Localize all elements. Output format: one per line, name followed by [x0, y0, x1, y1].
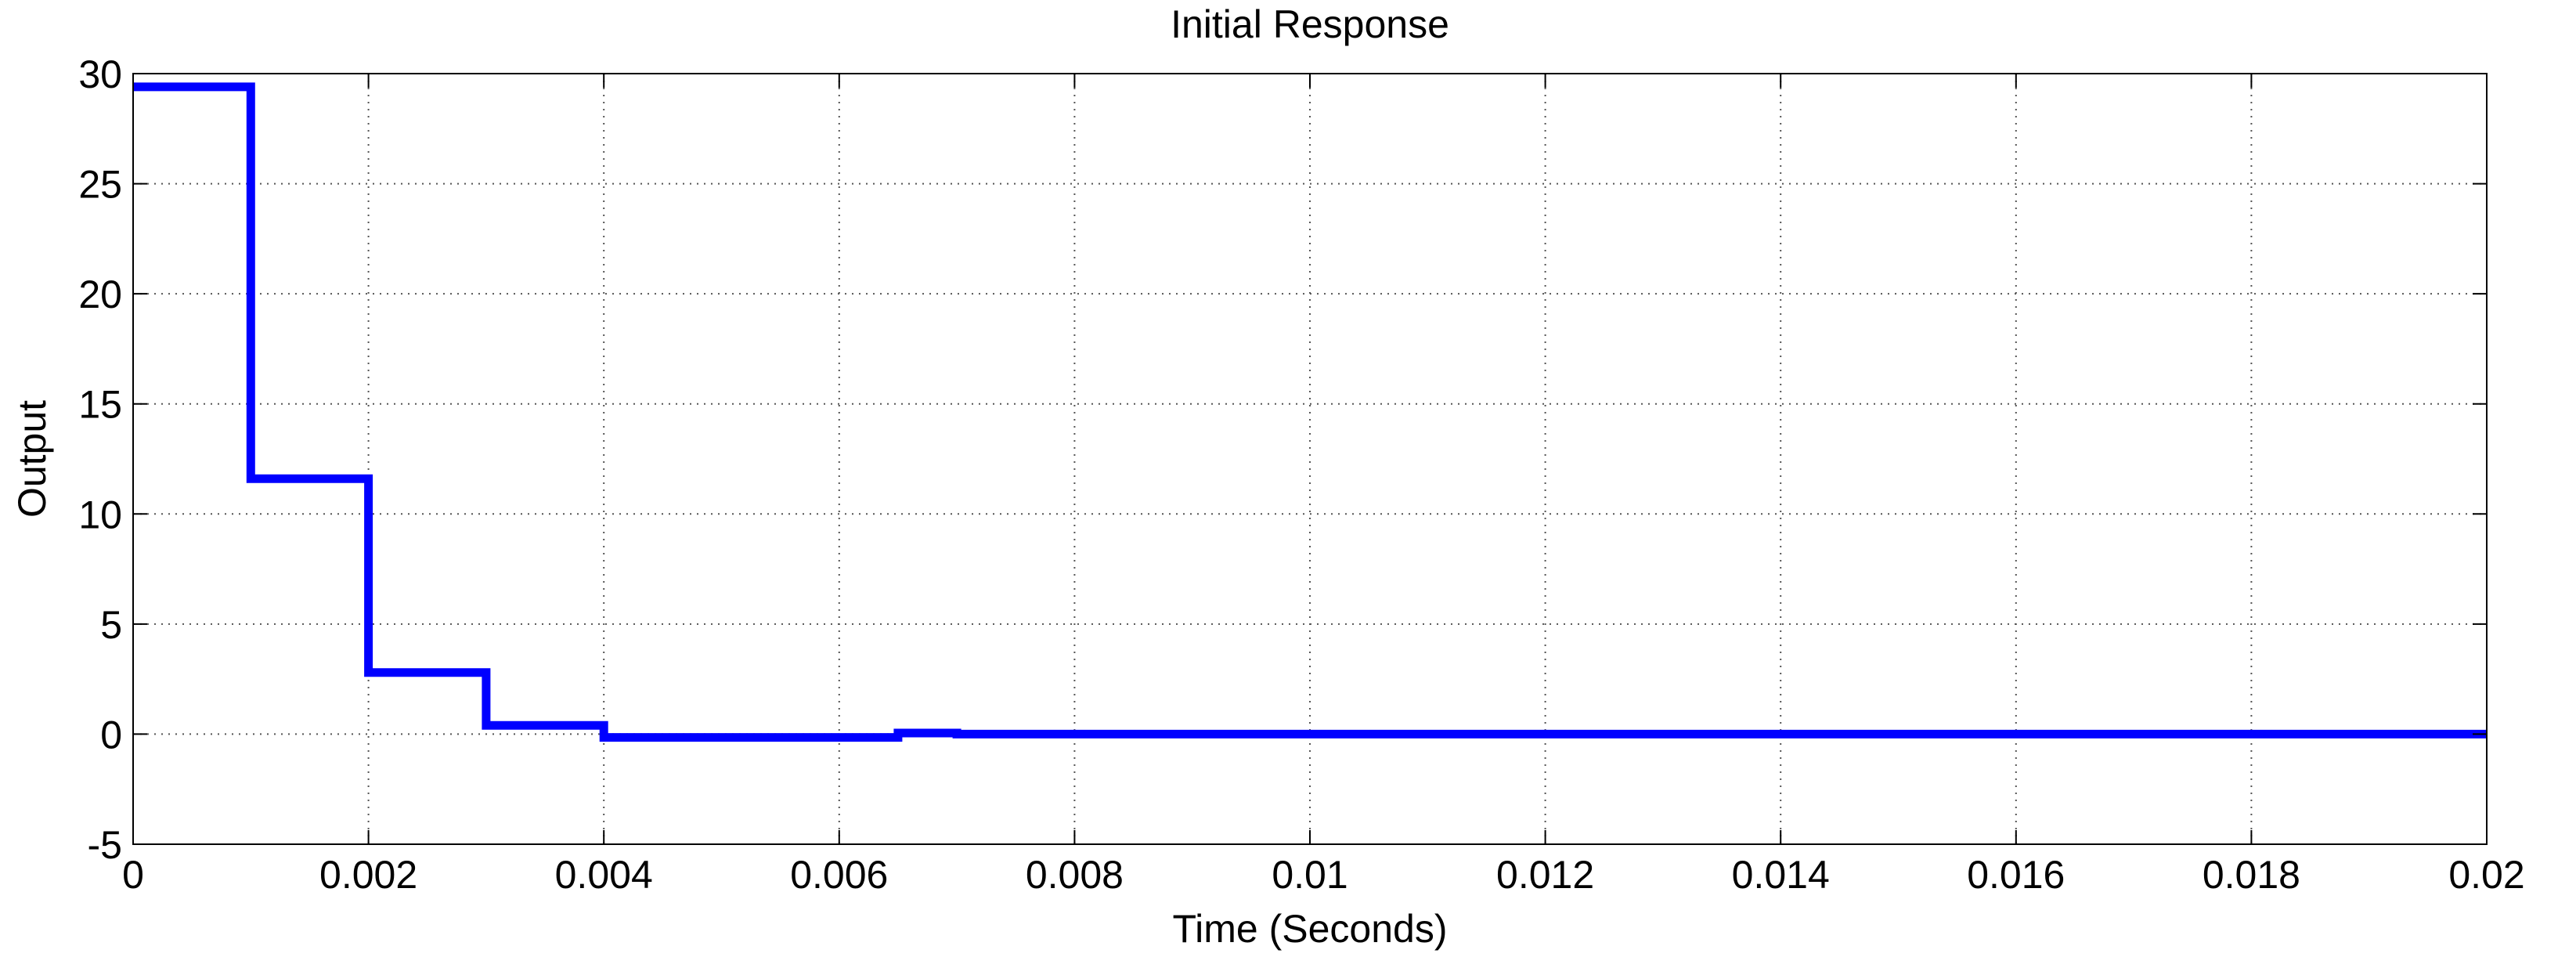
y-tick-label: 5 [100, 603, 122, 647]
x-tick-label: 0.002 [319, 853, 417, 897]
x-tick-label: 0.016 [1967, 853, 2065, 897]
series-layer [133, 82, 2487, 742]
y-axis-label: Output [10, 400, 54, 518]
ticks: 0 0.002 0.004 0.006 0.008 0.01 0.012 0.014 0.016… [78, 52, 2524, 897]
y-tick-label: 20 [78, 273, 122, 316]
x-tick-label: 0.008 [1026, 853, 1124, 897]
chart-title: Initial Response [1171, 2, 1449, 46]
x-tick-label: 0.004 [555, 853, 653, 897]
x-tick-label: 0.014 [1732, 853, 1830, 897]
y-tick-label: 10 [78, 493, 122, 536]
x-tick-label: 0.018 [2203, 853, 2300, 897]
y-tick-label: 0 [100, 713, 122, 757]
y-tick-label: 25 [78, 163, 122, 207]
x-tick-label: 0.02 [2448, 853, 2524, 897]
y-tick-label: -5 [88, 823, 122, 867]
x-tick-label: 0.006 [790, 853, 888, 897]
x-tick-label: 0 [122, 853, 144, 897]
series-line-0 [133, 82, 2487, 742]
y-tick-label: 30 [78, 52, 122, 96]
x-axis-label: Time (Seconds) [1172, 907, 1447, 951]
y-tick-label: 15 [78, 383, 122, 427]
x-tick-label: 0.01 [1272, 853, 1348, 897]
x-tick-label: 0.012 [1496, 853, 1594, 897]
